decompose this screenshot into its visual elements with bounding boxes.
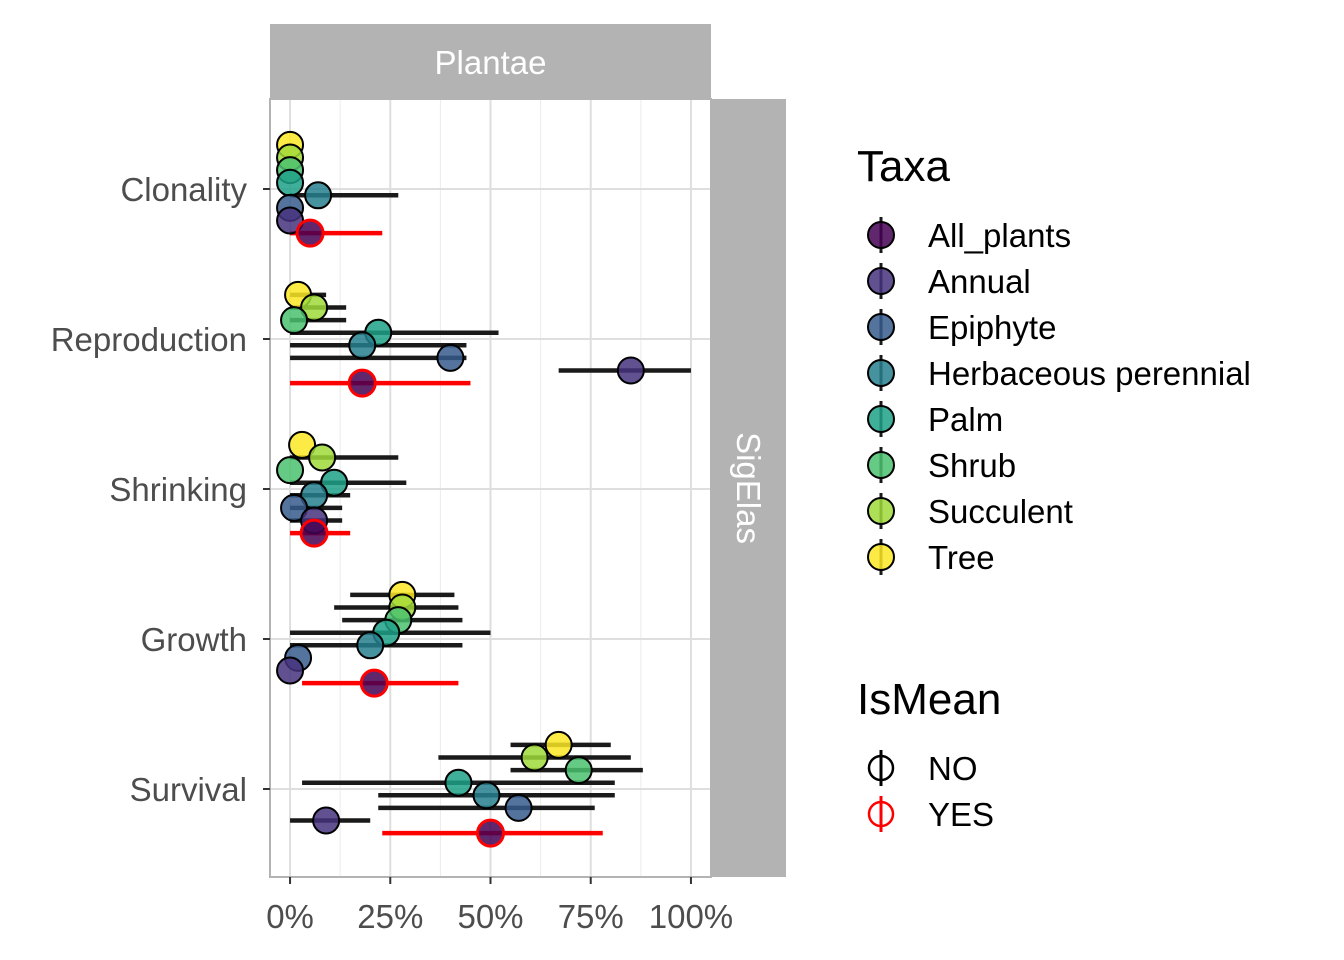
y-tick-label-survival: Survival xyxy=(130,771,247,808)
x-tick-label-2: 50% xyxy=(457,898,523,935)
y-tick-label-clonality: Clonality xyxy=(120,171,247,208)
legend-taxa-title: Taxa xyxy=(857,142,950,191)
legend-taxa-key-palm xyxy=(867,405,895,433)
point-survival-herbaceous-perennial xyxy=(472,781,501,810)
x-axis: 0% 25% 50% 75% 100% xyxy=(266,877,733,935)
legend-taxa-label-shrub: Shrub xyxy=(928,447,1016,484)
legend-taxa-key-annual xyxy=(867,267,895,295)
grid-lines xyxy=(270,99,711,877)
legend-taxa-label-annual: Annual xyxy=(928,263,1031,300)
legend-ismean: IsMean NO YES xyxy=(857,675,1001,833)
point-survival-all-plants xyxy=(476,818,505,848)
point-survival-succulent xyxy=(520,743,549,772)
legend-taxa-label-palm: Palm xyxy=(928,401,1003,438)
legend-taxa-key-shrub xyxy=(867,451,895,479)
point-survival-epiphyte xyxy=(504,793,533,822)
legend-taxa-label-succulent: Succulent xyxy=(928,493,1073,530)
x-tick-label-1: 25% xyxy=(357,898,423,935)
legend-ismean-key-yes xyxy=(867,800,895,828)
legend-taxa-key-tree xyxy=(867,543,895,571)
point-reproduction-all-plants xyxy=(347,368,377,398)
legend-taxa-label-epiphyte: Epiphyte xyxy=(928,309,1056,346)
legend-ismean-title: IsMean xyxy=(857,675,1001,724)
point-growth-herbaceous-perennial xyxy=(356,631,385,660)
point-shrinking-tree xyxy=(288,430,317,459)
legend-taxa: Taxa All_plants Annual Epiphyte Herbaceous … xyxy=(857,142,1251,576)
point-reproduction-epiphyte xyxy=(436,343,465,372)
point-reproduction-herbaceous-perennial xyxy=(348,331,377,360)
x-tick-label-3: 75% xyxy=(558,898,624,935)
point-survival-palm xyxy=(444,768,473,797)
point-shrinking-succulent xyxy=(308,443,337,472)
point-shrinking-epiphyte xyxy=(280,493,309,522)
point-survival-shrub xyxy=(564,756,593,785)
legend-ismean-label-no: NO xyxy=(928,750,978,787)
facet-strip-top-label: Plantae xyxy=(435,44,547,81)
legend-taxa-key-all-plants xyxy=(867,221,895,249)
point-survival-tree xyxy=(544,730,573,759)
legend-taxa-key-herbaceous-perennial xyxy=(867,359,895,387)
point-survival-annual xyxy=(312,806,341,835)
point-clonality-all-plants xyxy=(295,218,325,248)
point-growth-annual xyxy=(276,656,305,685)
y-axis: Clonality Reproduction Shrinking Growth Surv… xyxy=(51,171,270,808)
point-clonality-palm xyxy=(276,168,305,197)
point-shrinking-palm xyxy=(320,468,349,497)
y-tick-label-shrinking: Shrinking xyxy=(109,471,247,508)
point-growth-all-plants xyxy=(359,668,389,698)
y-tick-label-reproduction: Reproduction xyxy=(51,321,247,358)
legend-taxa-label-all-plants: All_plants xyxy=(928,217,1071,254)
point-reproduction-shrub xyxy=(280,306,309,335)
legend-taxa-label-tree: Tree xyxy=(928,539,995,576)
point-clonality-herbaceous-perennial xyxy=(304,181,333,210)
legend-ismean-key-no xyxy=(867,754,895,782)
facet-strip-right-label: SigElas xyxy=(730,432,767,544)
point-reproduction-annual xyxy=(616,356,645,385)
facet-strip-top xyxy=(270,24,711,99)
facet-strip-right xyxy=(711,99,786,877)
point-shrinking-shrub xyxy=(276,456,305,485)
legend-ismean-label-yes: YES xyxy=(928,796,994,833)
point-reproduction-succulent xyxy=(300,293,329,322)
data-marks xyxy=(276,130,691,848)
legend-taxa-label-herbaceous-perennial: Herbaceous perennial xyxy=(928,355,1251,392)
x-tick-label-4: 100% xyxy=(649,898,733,935)
x-tick-label-0: 0% xyxy=(266,898,314,935)
point-shrinking-all-plants xyxy=(299,518,329,548)
legend-taxa-key-succulent xyxy=(867,497,895,525)
y-tick-label-growth: Growth xyxy=(141,621,247,658)
legend-taxa-key-epiphyte xyxy=(867,313,895,341)
